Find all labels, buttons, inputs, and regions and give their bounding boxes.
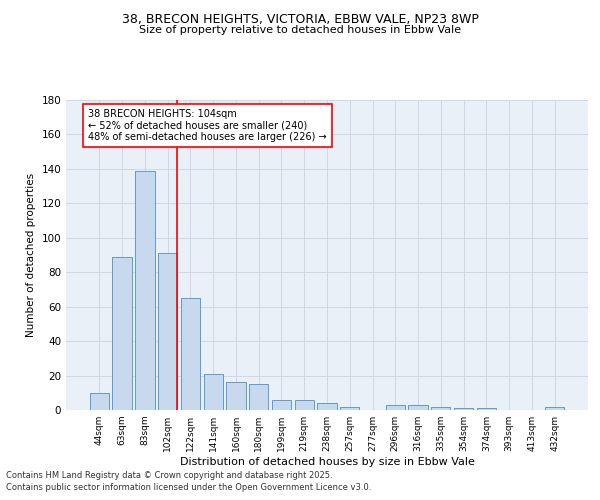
- Bar: [112, 256, 132, 410]
- X-axis label: Distribution of detached houses by size in Ebbw Vale: Distribution of detached houses by size …: [179, 457, 475, 467]
- Bar: [317, 403, 337, 410]
- Bar: [386, 405, 405, 410]
- Bar: [158, 254, 178, 410]
- Bar: [90, 393, 109, 410]
- Bar: [181, 298, 200, 410]
- Bar: [431, 406, 451, 410]
- Text: Contains HM Land Registry data © Crown copyright and database right 2025.: Contains HM Land Registry data © Crown c…: [6, 471, 332, 480]
- Bar: [340, 406, 359, 410]
- Y-axis label: Number of detached properties: Number of detached properties: [26, 173, 36, 337]
- Bar: [135, 170, 155, 410]
- Text: 38 BRECON HEIGHTS: 104sqm
← 52% of detached houses are smaller (240)
48% of semi: 38 BRECON HEIGHTS: 104sqm ← 52% of detac…: [88, 108, 326, 142]
- Bar: [272, 400, 291, 410]
- Text: Size of property relative to detached houses in Ebbw Vale: Size of property relative to detached ho…: [139, 25, 461, 35]
- Bar: [203, 374, 223, 410]
- Text: 38, BRECON HEIGHTS, VICTORIA, EBBW VALE, NP23 8WP: 38, BRECON HEIGHTS, VICTORIA, EBBW VALE,…: [122, 12, 478, 26]
- Text: Contains public sector information licensed under the Open Government Licence v3: Contains public sector information licen…: [6, 484, 371, 492]
- Bar: [476, 408, 496, 410]
- Bar: [295, 400, 314, 410]
- Bar: [409, 405, 428, 410]
- Bar: [454, 408, 473, 410]
- Bar: [545, 406, 564, 410]
- Bar: [249, 384, 268, 410]
- Bar: [226, 382, 245, 410]
